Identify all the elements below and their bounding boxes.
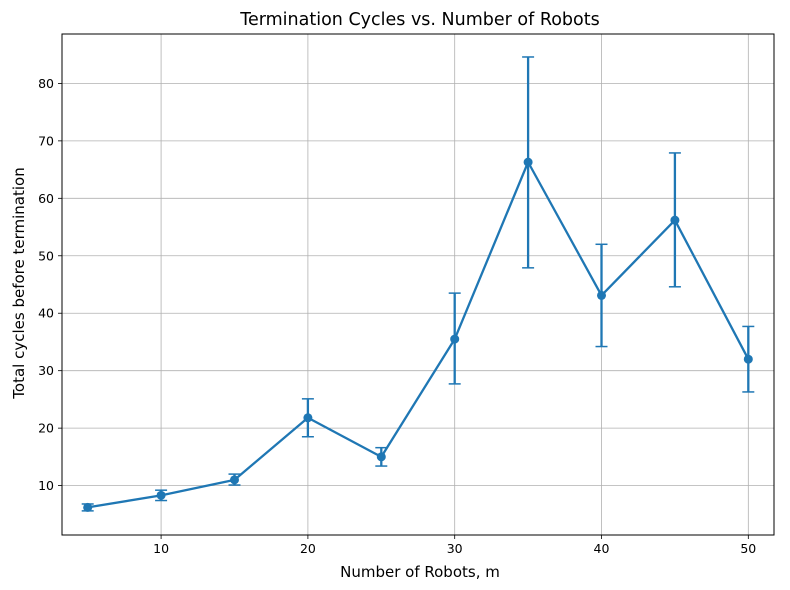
data-point (450, 334, 460, 344)
data-point (83, 502, 93, 512)
data-point (670, 215, 680, 225)
x-tick-label: 20 (300, 541, 316, 556)
y-tick-label: 50 (38, 248, 54, 263)
series-line (87, 160, 750, 509)
x-tick-label: 50 (740, 541, 756, 556)
y-tick-label: 70 (38, 133, 54, 148)
y-axis-label: Total cycles before termination (10, 167, 28, 399)
y-tick-label: 20 (38, 421, 54, 436)
data-point (229, 475, 239, 485)
data-point (303, 413, 313, 423)
axis-ticks: 10 20 30 40 50 10 20 30 40 50 60 70 80 (38, 76, 756, 556)
y-tick-label: 40 (38, 306, 54, 321)
y-tick-label: 80 (38, 76, 54, 91)
y-tick-label: 60 (38, 191, 54, 206)
data-point (156, 490, 166, 500)
data-point (597, 290, 607, 300)
x-axis-label: Number of Robots, m (340, 563, 500, 581)
plot-frame (61, 33, 775, 536)
data-point (523, 157, 533, 167)
chart-title: Termination Cycles vs. Number of Robots (239, 10, 599, 30)
data-point (743, 354, 753, 364)
y-tick-label: 30 (38, 363, 54, 378)
data-point (376, 452, 386, 462)
x-tick-label: 10 (153, 541, 169, 556)
x-tick-label: 30 (447, 541, 463, 556)
y-tick-label: 10 (38, 478, 54, 493)
data-points (83, 157, 753, 512)
grid (62, 34, 774, 535)
x-tick-label: 40 (594, 541, 610, 556)
